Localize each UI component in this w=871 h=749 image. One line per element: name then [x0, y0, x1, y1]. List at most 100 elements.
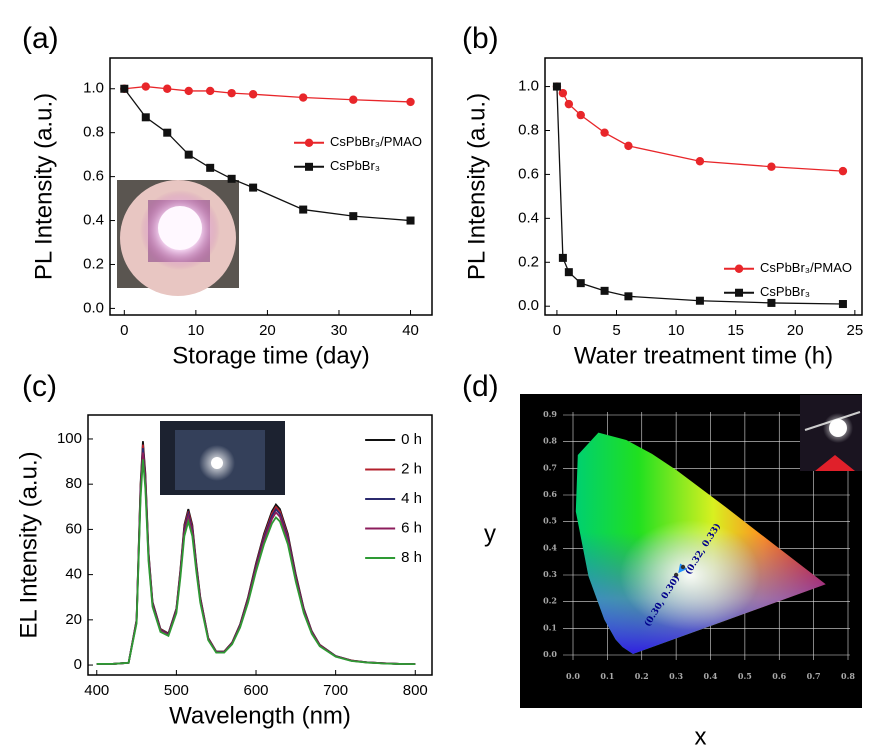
x-tick-label: 10	[668, 322, 685, 339]
data-point	[206, 163, 215, 172]
x-axis-label: Storage time (day)	[172, 342, 369, 369]
data-point	[564, 99, 574, 109]
x-tick-label: 30	[331, 322, 348, 339]
y-axis-label: PL Intensity (a.u.)	[30, 93, 57, 280]
data-point	[227, 88, 236, 98]
legend-label: 0 h	[401, 431, 422, 448]
y-axis-label: y	[484, 520, 496, 547]
x-tick-label: 0	[553, 322, 561, 339]
legend-label: 8 h	[401, 549, 422, 566]
legend-marker	[734, 264, 744, 273]
y-tick-label: 40	[65, 566, 82, 583]
data-point	[576, 279, 585, 288]
x-axis-label: Water treatment time (h)	[574, 342, 833, 369]
data-point	[349, 95, 358, 104]
inset-photo	[800, 395, 862, 471]
data-point	[767, 298, 776, 307]
x-tick-label: 400	[84, 682, 109, 699]
y-tick-label: 0.3	[543, 569, 557, 579]
x-tick-label: 0	[120, 322, 128, 339]
data-point	[624, 292, 633, 301]
y-tick-label: 0.0	[543, 649, 557, 659]
y-tick-label: 0.2	[83, 255, 104, 272]
y-tick-label: 1.0	[518, 78, 539, 95]
data-point	[552, 82, 561, 91]
data-point	[695, 157, 705, 166]
data-point	[767, 162, 776, 171]
legend-label: 6 h	[401, 519, 422, 536]
data-point	[600, 286, 609, 295]
x-tick-label: 0.3	[669, 671, 683, 681]
data-point	[558, 253, 567, 262]
y-tick-label: 60	[65, 520, 82, 537]
data-line	[96, 459, 416, 666]
y-axis-label: EL Intensity (a.u.)	[15, 451, 42, 638]
data-point	[576, 110, 585, 120]
plot-frame	[544, 57, 863, 316]
y-tick-label: 0.6	[83, 168, 104, 185]
data-point	[695, 296, 704, 305]
x-tick-label: 500	[164, 682, 189, 699]
panel-label: (c)	[22, 370, 57, 403]
data-point	[406, 216, 415, 225]
panel-label: (d)	[462, 370, 499, 403]
x-tick-label: 0.1	[600, 671, 614, 681]
x-axis-label: Wavelength (nm)	[169, 702, 351, 729]
x-tick-label: 40	[402, 322, 419, 339]
y-tick-label: 0.8	[543, 436, 557, 446]
chromaticity-gamut	[575, 432, 826, 654]
data-point	[249, 183, 258, 192]
inset-photo	[117, 180, 239, 296]
y-tick-label: 0.5	[543, 516, 557, 526]
data-line	[123, 88, 411, 222]
legend-label: 4 h	[401, 490, 422, 507]
data-point	[299, 205, 308, 214]
data-point	[680, 564, 686, 570]
data-point	[838, 166, 848, 176]
legend-marker	[735, 288, 744, 297]
x-tick-label: 600	[244, 682, 269, 699]
legend-label: CsPbBr₃/PMAO	[760, 260, 852, 275]
y-tick-label: 0.7	[543, 462, 557, 472]
y-tick-label: 0.1	[543, 622, 557, 632]
legend-label: CsPbBr₃	[330, 158, 380, 173]
x-tick-label: 20	[787, 322, 804, 339]
x-axis-label: x	[695, 723, 707, 749]
x-tick-label: 25	[847, 322, 864, 339]
legend-label: CsPbBr₃/PMAO	[330, 134, 422, 149]
y-tick-label: 0.4	[518, 209, 539, 226]
x-tick-label: 20	[259, 322, 276, 339]
y-tick-label: 0.0	[518, 297, 539, 314]
x-tick-label: 5	[612, 322, 620, 339]
data-point	[205, 86, 215, 96]
data-point	[838, 300, 847, 309]
data-point	[564, 268, 573, 277]
legend-marker	[304, 138, 314, 148]
y-tick-label: 0.8	[518, 121, 539, 138]
data-line	[124, 85, 411, 103]
legend-label: CsPbBr₃	[760, 284, 810, 299]
x-tick-label: 700	[323, 682, 348, 699]
data-point	[141, 82, 150, 91]
data-point	[673, 572, 679, 578]
data-point	[248, 90, 258, 99]
y-tick-label: 100	[57, 430, 82, 447]
data-point	[163, 84, 172, 93]
legend-label: 2 h	[401, 460, 422, 477]
x-tick-label: 800	[403, 682, 428, 699]
legend-marker	[305, 162, 314, 171]
y-tick-label: 1.0	[83, 80, 104, 97]
y-tick-label: 0	[74, 656, 82, 673]
data-point	[163, 128, 172, 137]
plot-frame	[109, 57, 433, 316]
x-tick-label: 10	[188, 322, 205, 339]
x-tick-label: 0.8	[841, 671, 855, 681]
data-point	[558, 88, 568, 98]
y-tick-label: 0.6	[518, 165, 539, 182]
x-tick-label: 0.7	[807, 671, 821, 681]
x-tick-label: 0.0	[566, 671, 580, 681]
data-point	[184, 86, 193, 96]
y-tick-label: 0.6	[543, 489, 557, 499]
data-point	[624, 141, 633, 151]
